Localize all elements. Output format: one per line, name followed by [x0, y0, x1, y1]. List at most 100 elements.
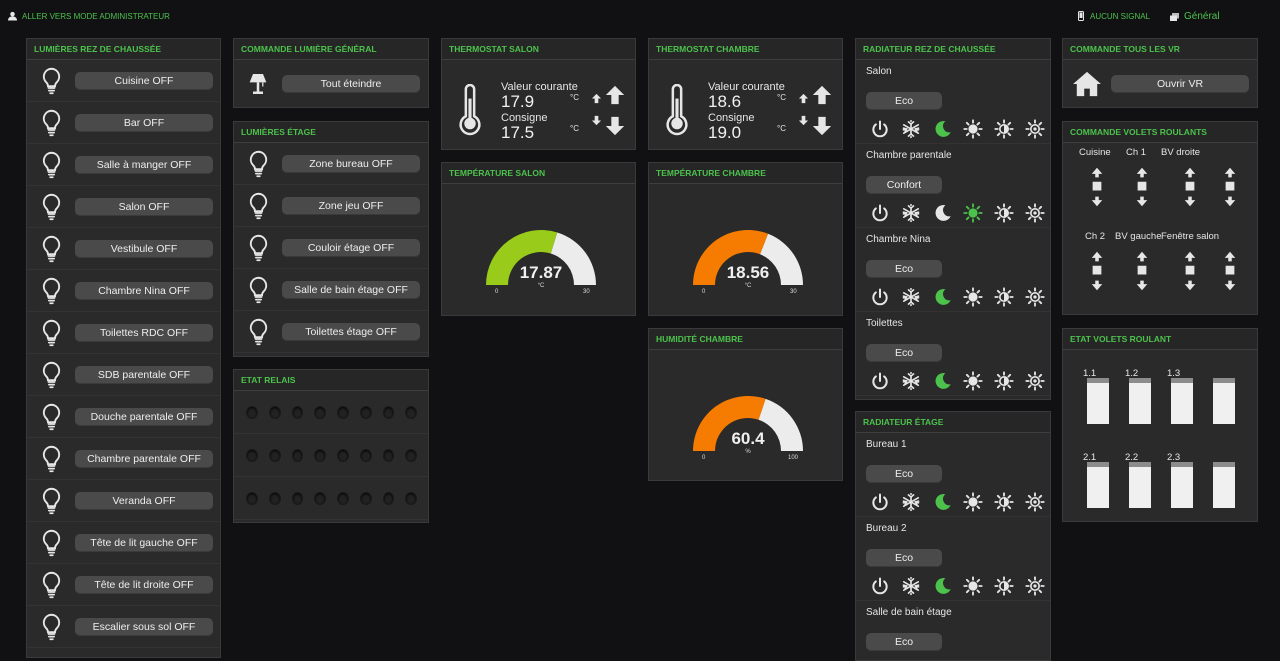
light-toggle-button[interactable]: Tête de lit gauche OFF [75, 533, 213, 552]
ring-sun-icon[interactable] [1019, 576, 1050, 596]
bulb-icon[interactable] [234, 150, 282, 178]
small-down-arrow-icon[interactable] [591, 115, 602, 126]
admin-mode-link[interactable]: ALLER VERS MODE ADMINISTRATEUR [8, 11, 170, 21]
snowflake-icon[interactable] [895, 203, 926, 223]
power-icon[interactable] [864, 203, 895, 223]
power-icon[interactable] [864, 371, 895, 391]
bulb-icon[interactable] [234, 318, 282, 346]
general-view-link[interactable]: Général [1170, 11, 1220, 22]
moon-icon[interactable] [926, 203, 957, 223]
radiator-mode-button[interactable]: Eco [866, 92, 942, 110]
up-stop-down-icon[interactable] [1135, 165, 1149, 209]
bulb-icon[interactable] [27, 193, 75, 221]
light-toggle-button[interactable]: Chambre parentale OFF [75, 449, 213, 468]
sun-icon[interactable] [957, 119, 988, 139]
up-stop-down-icon[interactable] [1135, 249, 1149, 293]
half-sun-icon[interactable] [988, 119, 1019, 139]
shutter-control[interactable] [1223, 165, 1239, 214]
bulb-icon[interactable] [27, 67, 75, 95]
up-stop-down-icon[interactable] [1223, 165, 1237, 209]
shutter-control[interactable] [1183, 249, 1199, 298]
big-down-arrow-icon[interactable] [811, 114, 833, 138]
bulb-icon[interactable] [234, 276, 282, 304]
up-stop-down-icon[interactable] [1183, 249, 1197, 293]
light-toggle-button[interactable]: Cuisine OFF [75, 71, 213, 90]
power-icon[interactable] [864, 287, 895, 307]
big-up-arrow-icon[interactable] [604, 83, 626, 107]
up-stop-down-icon[interactable] [1090, 249, 1104, 293]
moon-icon[interactable] [926, 287, 957, 307]
snowflake-icon[interactable] [895, 119, 926, 139]
all-off-button[interactable]: Tout éteindre [282, 75, 420, 93]
light-toggle-button[interactable]: Toilettes RDC OFF [75, 323, 213, 342]
light-toggle-button[interactable]: Bar OFF [75, 113, 213, 132]
bulb-icon[interactable] [27, 613, 75, 641]
radiator-mode-button[interactable]: Eco [866, 465, 942, 483]
snowflake-icon[interactable] [895, 371, 926, 391]
ring-sun-icon[interactable] [1019, 119, 1050, 139]
snowflake-icon[interactable] [895, 287, 926, 307]
bulb-icon[interactable] [27, 403, 75, 431]
light-toggle-button[interactable]: Zone jeu OFF [282, 196, 420, 215]
radiator-mode-button[interactable]: Confort [866, 176, 942, 194]
ring-sun-icon[interactable] [1019, 492, 1050, 512]
power-icon[interactable] [864, 119, 895, 139]
big-down-arrow-icon[interactable] [604, 114, 626, 138]
small-up-arrow-icon[interactable] [798, 93, 809, 104]
bulb-icon[interactable] [27, 319, 75, 347]
moon-icon[interactable] [926, 371, 957, 391]
light-toggle-button[interactable]: Toilettes étage OFF [282, 322, 420, 341]
radiator-mode-button[interactable]: Eco [866, 549, 942, 567]
up-stop-down-icon[interactable] [1090, 165, 1104, 209]
sun-icon[interactable] [957, 203, 988, 223]
radiator-mode-button[interactable]: Eco [866, 633, 942, 651]
ring-sun-icon[interactable] [1019, 287, 1050, 307]
half-sun-icon[interactable] [988, 203, 1019, 223]
shutter-control[interactable] [1135, 165, 1151, 214]
small-down-arrow-icon[interactable] [798, 115, 809, 126]
power-icon[interactable] [864, 576, 895, 596]
half-sun-icon[interactable] [988, 371, 1019, 391]
up-stop-down-icon[interactable] [1183, 165, 1197, 209]
bulb-icon[interactable] [27, 445, 75, 473]
light-toggle-button[interactable]: Veranda OFF [75, 491, 213, 510]
bulb-icon[interactable] [27, 487, 75, 515]
light-toggle-button[interactable]: Douche parentale OFF [75, 407, 213, 426]
ring-sun-icon[interactable] [1019, 371, 1050, 391]
shutter-control[interactable] [1090, 165, 1106, 214]
sun-icon[interactable] [957, 287, 988, 307]
half-sun-icon[interactable] [988, 576, 1019, 596]
bulb-icon[interactable] [27, 529, 75, 557]
ring-sun-icon[interactable] [1019, 203, 1050, 223]
moon-icon[interactable] [926, 119, 957, 139]
up-stop-down-icon[interactable] [1223, 249, 1237, 293]
light-toggle-button[interactable]: Salle de bain étage OFF [282, 280, 420, 299]
bulb-icon[interactable] [27, 277, 75, 305]
radiator-mode-button[interactable]: Eco [866, 344, 942, 362]
sun-icon[interactable] [957, 492, 988, 512]
sun-icon[interactable] [957, 576, 988, 596]
light-toggle-button[interactable]: SDB parentale OFF [75, 365, 213, 384]
light-toggle-button[interactable]: Salle à manger OFF [75, 155, 213, 174]
bulb-icon[interactable] [234, 192, 282, 220]
small-up-arrow-icon[interactable] [591, 93, 602, 104]
half-sun-icon[interactable] [988, 492, 1019, 512]
bulb-icon[interactable] [234, 234, 282, 262]
half-sun-icon[interactable] [988, 287, 1019, 307]
light-toggle-button[interactable]: Escalier sous sol OFF [75, 617, 213, 636]
sun-icon[interactable] [957, 371, 988, 391]
light-toggle-button[interactable]: Salon OFF [75, 197, 213, 216]
light-toggle-button[interactable]: Couloir étage OFF [282, 238, 420, 257]
radiator-mode-button[interactable]: Eco [866, 260, 942, 278]
snowflake-icon[interactable] [895, 576, 926, 596]
moon-icon[interactable] [926, 492, 957, 512]
bulb-icon[interactable] [27, 571, 75, 599]
light-toggle-button[interactable]: Tête de lit droite OFF [75, 575, 213, 594]
bulb-icon[interactable] [27, 151, 75, 179]
bulb-icon[interactable] [27, 235, 75, 263]
light-toggle-button[interactable]: Zone bureau OFF [282, 154, 420, 173]
shutter-control[interactable] [1223, 249, 1239, 298]
open-vr-button[interactable]: Ouvrir VR [1111, 75, 1249, 93]
power-icon[interactable] [864, 492, 895, 512]
bulb-icon[interactable] [27, 109, 75, 137]
